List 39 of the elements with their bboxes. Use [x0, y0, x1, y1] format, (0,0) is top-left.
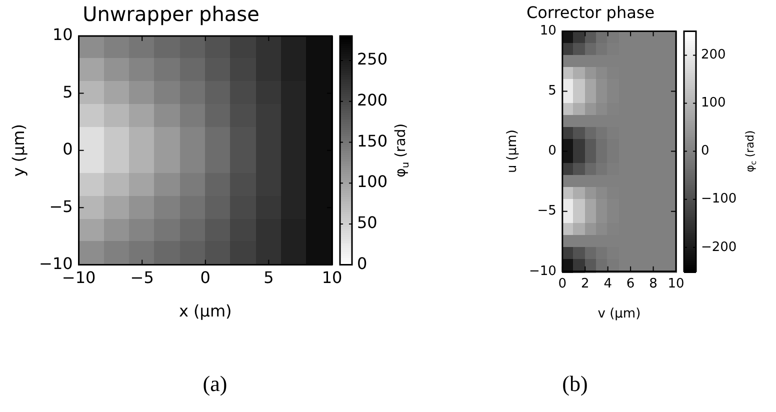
x-tick-label: −5	[130, 268, 154, 287]
color-bar-label: 100	[357, 172, 388, 192]
color-bar-label: 50	[357, 213, 378, 232]
color-bar-label: 200	[357, 90, 388, 110]
chart-title: Corrector phase	[526, 2, 655, 22]
y-tick-label: −5	[49, 196, 73, 216]
x-tick-label: 5	[264, 268, 274, 287]
y-tick-label: 0	[62, 140, 73, 159]
color-bar-label: 150	[357, 131, 388, 150]
x-tick-label: 0	[558, 276, 567, 292]
color-bar-label: 100	[701, 96, 726, 111]
x-tick-label: 6	[626, 276, 635, 292]
x-axis-title: v (μm)	[598, 306, 641, 322]
color-bar-title: φu (rad)	[393, 123, 412, 178]
color-bar-label: 0	[357, 254, 368, 273]
y-tick-label: −10	[39, 254, 73, 273]
text: (a)	[202, 370, 228, 396]
y-tick-label: 0	[548, 144, 556, 159]
y-tick-label: 10	[540, 24, 556, 39]
x-tick-label: 4	[604, 276, 612, 292]
y-tick-label: 5	[548, 84, 556, 99]
color-bar-label: −100	[701, 192, 737, 207]
color-bar-label: 250	[357, 50, 388, 69]
color-bar-label: 200	[701, 48, 726, 63]
x-tick-label: 10	[322, 268, 342, 287]
y-tick-label: −5	[537, 204, 556, 219]
color-bar-label: 0	[701, 144, 710, 159]
text: (b)	[562, 370, 588, 396]
x-tick-label: 10	[668, 276, 684, 292]
x-tick-label: 2	[580, 276, 590, 292]
x-tick-label: 8	[649, 276, 658, 292]
y-axis-title: u (μm)	[505, 130, 520, 174]
chart-title: Unwrapper phase	[82, 2, 260, 26]
y-tick-label: 5	[62, 82, 73, 102]
color-bar-label: −200	[701, 240, 737, 255]
y-axis-title: y (μm)	[8, 124, 28, 177]
x-axis-title: x (μm)	[178, 302, 232, 321]
y-tick-label: 10	[52, 25, 73, 44]
x-tick-label: 0	[200, 268, 210, 287]
